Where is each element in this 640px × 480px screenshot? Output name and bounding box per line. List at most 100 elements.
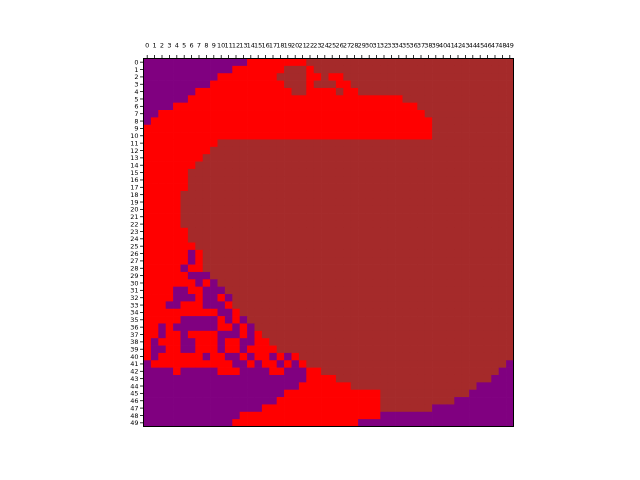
- heatmap-cell: [461, 389, 470, 398]
- heatmap-cell: [180, 397, 189, 405]
- x-tick-label: 31: [372, 42, 380, 50]
- heatmap-cell: [461, 374, 470, 383]
- heatmap-cell: [232, 301, 241, 310]
- heatmap-cell: [247, 249, 255, 258]
- heatmap-cell: [461, 286, 470, 295]
- heatmap-cell: [372, 330, 381, 339]
- heatmap-cell: [173, 397, 181, 405]
- heatmap-cell: [372, 161, 381, 170]
- heatmap-cell: [173, 242, 181, 251]
- heatmap-cell: [417, 397, 426, 405]
- heatmap-cell: [335, 279, 344, 288]
- heatmap-cell: [365, 198, 374, 207]
- heatmap-cell: [395, 374, 403, 383]
- heatmap-cell: [454, 389, 463, 398]
- heatmap-cell: [446, 80, 455, 89]
- heatmap-cell: [432, 301, 440, 310]
- heatmap-cell: [439, 213, 448, 221]
- heatmap-cell: [409, 308, 418, 317]
- heatmap-cell: [247, 58, 255, 67]
- heatmap-cell: [254, 161, 263, 170]
- heatmap-cell: [306, 301, 315, 310]
- heatmap-cell: [380, 220, 389, 229]
- heatmap-cell: [165, 397, 174, 405]
- x-tick-label: 24: [321, 42, 329, 50]
- heatmap-cell: [432, 87, 440, 96]
- heatmap-cell: [335, 124, 344, 133]
- heatmap-cell: [150, 352, 159, 361]
- heatmap-cell: [395, 286, 403, 295]
- heatmap-cell: [173, 198, 181, 207]
- heatmap-cell: [372, 154, 381, 162]
- heatmap-cell: [224, 58, 233, 67]
- heatmap-cell: [380, 301, 389, 310]
- heatmap-cell: [328, 161, 337, 170]
- heatmap-cell: [380, 102, 389, 111]
- heatmap-cell: [195, 360, 204, 368]
- heatmap-cell: [261, 367, 270, 376]
- heatmap-cell: [343, 73, 352, 81]
- heatmap-cell: [424, 286, 433, 295]
- heatmap-cell: [180, 154, 189, 162]
- heatmap-cell: [402, 213, 411, 221]
- heatmap-cell: [232, 168, 241, 177]
- heatmap-cell: [239, 271, 248, 280]
- heatmap-cell: [150, 330, 159, 339]
- heatmap-cell: [446, 294, 455, 302]
- heatmap-cell: [150, 367, 159, 376]
- heatmap-cell: [439, 161, 448, 170]
- heatmap-cell: [224, 338, 233, 346]
- heatmap-cell: [276, 87, 285, 96]
- heatmap-cell: [402, 404, 411, 413]
- heatmap-cell: [417, 183, 426, 192]
- heatmap-cell: [306, 419, 315, 427]
- heatmap-cell: [343, 338, 352, 346]
- heatmap-cell: [343, 419, 352, 427]
- heatmap-cell: [372, 301, 381, 310]
- heatmap-cell: [446, 117, 455, 126]
- heatmap-cell: [432, 117, 440, 126]
- heatmap-cell: [387, 87, 396, 96]
- heatmap-cell: [195, 146, 204, 155]
- heatmap-cell: [202, 117, 211, 126]
- heatmap-cell: [409, 213, 418, 221]
- heatmap-cell: [261, 95, 270, 104]
- heatmap-cell: [239, 389, 248, 398]
- heatmap-cell: [187, 352, 196, 361]
- heatmap-cell: [424, 316, 433, 324]
- heatmap-cell: [284, 352, 292, 361]
- heatmap-cell: [180, 227, 189, 236]
- heatmap-cell: [232, 367, 241, 376]
- heatmap-cell: [298, 168, 307, 177]
- y-tick-label: 33: [130, 301, 138, 309]
- heatmap-cell: [498, 124, 507, 133]
- heatmap-cell: [298, 146, 307, 155]
- heatmap-cell: [269, 154, 278, 162]
- heatmap-cell: [321, 95, 329, 104]
- heatmap-cell: [424, 102, 433, 111]
- heatmap-cell: [491, 117, 500, 126]
- x-tick-label: 2: [160, 42, 164, 50]
- x-tick-label: 25: [328, 42, 336, 50]
- heatmap-cell: [298, 323, 307, 332]
- heatmap-cell: [276, 411, 285, 420]
- heatmap-cell: [313, 316, 322, 324]
- heatmap-cell: [210, 161, 218, 170]
- heatmap-cell: [365, 249, 374, 258]
- heatmap-cell: [298, 220, 307, 229]
- heatmap-cell: [469, 132, 477, 140]
- heatmap-cell: [454, 257, 463, 265]
- heatmap-cell: [387, 139, 396, 148]
- heatmap-cell: [343, 220, 352, 229]
- heatmap-cell: [284, 168, 292, 177]
- heatmap-cell: [498, 338, 507, 346]
- heatmap-cell: [358, 389, 366, 398]
- heatmap-cell: [210, 404, 218, 413]
- heatmap-cell: [372, 271, 381, 280]
- heatmap-cell: [328, 73, 337, 81]
- heatmap-cell: [483, 360, 492, 368]
- heatmap-cell: [402, 205, 411, 214]
- heatmap-cell: [180, 352, 189, 361]
- heatmap-cell: [476, 374, 485, 383]
- heatmap-cell: [439, 257, 448, 265]
